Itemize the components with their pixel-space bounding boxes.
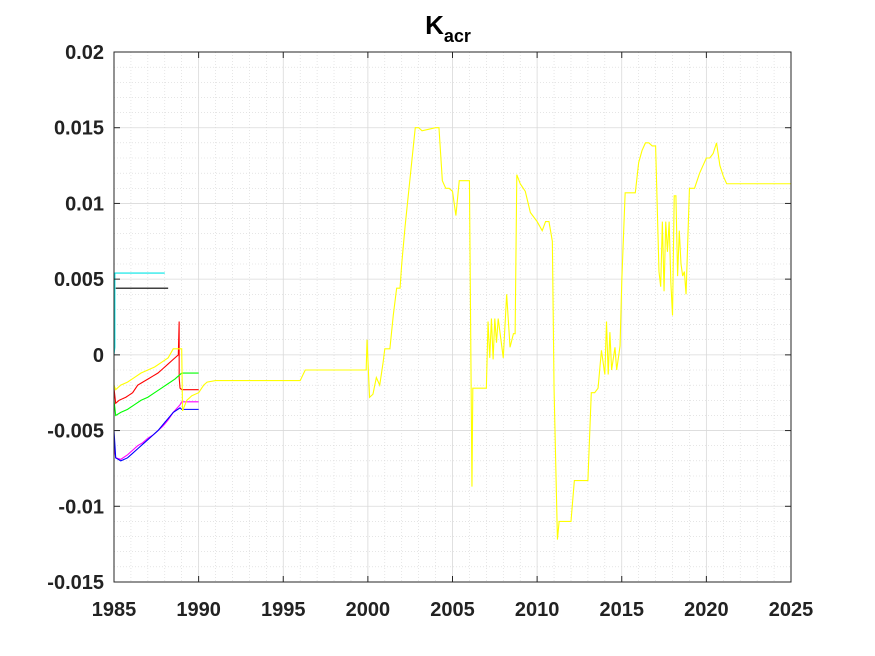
y-tick-label: -0.01 — [58, 496, 104, 518]
y-tick-label: 0.02 — [65, 42, 104, 64]
y-tick-label: 0.015 — [54, 118, 104, 140]
x-tick-label: 2025 — [769, 599, 814, 621]
series-line-4 — [113, 401, 199, 460]
minor-grid — [114, 52, 791, 582]
x-tick-label: 2020 — [684, 599, 729, 621]
x-tick-label: 2015 — [600, 599, 645, 621]
y-axis: -0.015 -0.01 -0.005 0 0.005 0.01 0.015 0.02 — [47, 42, 791, 594]
y-tick-label: 0 — [93, 345, 104, 367]
x-tick-label: 2000 — [346, 599, 391, 621]
x-tick-label: 2010 — [515, 599, 560, 621]
x-tick-label: 1995 — [261, 599, 306, 621]
y-tick-label: 0.005 — [54, 269, 104, 291]
x-tick-label: 1985 — [92, 599, 137, 621]
chart-title-main: K — [425, 10, 444, 40]
x-axis: 1985 1990 1995 2000 2005 2010 2015 2020 2025 — [92, 52, 814, 621]
x-tick-label: 2005 — [430, 599, 475, 621]
series-line-6 — [113, 127, 791, 540]
series-line-5 — [113, 407, 199, 462]
series-line-2 — [113, 321, 199, 405]
chart-title-subscript: acr — [444, 26, 471, 46]
series-line-3 — [113, 372, 199, 417]
chart-title: Kacr — [425, 10, 471, 46]
y-tick-label: 0.01 — [65, 193, 104, 215]
x-tick-label: 1990 — [176, 599, 221, 621]
y-tick-label: -0.015 — [47, 572, 104, 594]
y-tick-label: -0.005 — [47, 421, 104, 443]
